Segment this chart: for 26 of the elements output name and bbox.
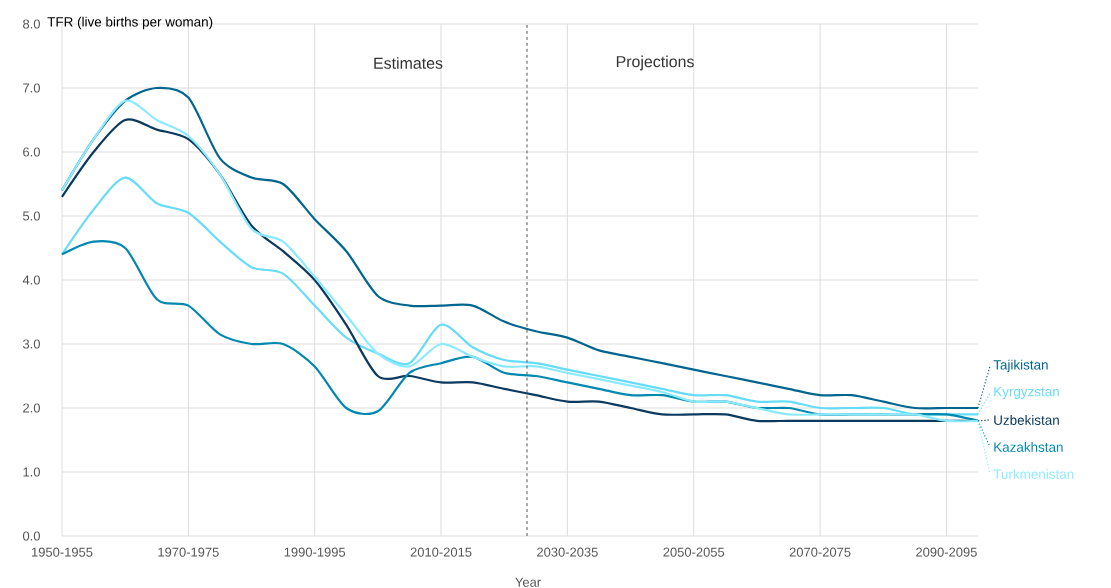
annotation: Projections (616, 55, 694, 71)
x-tick-label: 1950-1955 (32, 547, 93, 557)
y-axis-title: TFR (live births per woman) (47, 16, 213, 30)
text: Tajikistan (993, 359, 1048, 373)
x-tick-label: 2010-2015 (410, 547, 472, 557)
y-tick-label: 4.0 (22, 275, 40, 285)
series-label: Kyrgyzstan (994, 386, 1059, 400)
y-tick-label: 7.0 (23, 83, 40, 93)
y-tick-label: 3.0 (22, 339, 40, 349)
series-label: Uzbekistan (994, 415, 1059, 425)
y-tick-label: 2.0 (23, 403, 40, 413)
y-tick-label: 5.0 (22, 211, 40, 221)
x-tick-label: 2070-2075 (789, 547, 851, 557)
x-tick-label: 2090-2095 (916, 547, 977, 557)
annotation: Estimates (374, 57, 443, 69)
legend-label: Kazakhstan (994, 442, 1063, 452)
x-tick-label: 2030-2035 (537, 547, 598, 557)
y-tick-label: 1.0 (23, 467, 40, 477)
y-tick-label: 8.0 (23, 19, 40, 29)
x-tick-label: 2050-2055 (663, 547, 725, 557)
text: Turkmenistan (993, 469, 1074, 479)
y-tick-label: 6.0 (23, 147, 40, 157)
x-axis-title: Year (515, 577, 541, 587)
x-tick-label: 1970-1975 (158, 547, 219, 557)
x-tick-label: 1990-1995 (284, 547, 346, 557)
y-tick-label: 0.0 (22, 531, 40, 541)
